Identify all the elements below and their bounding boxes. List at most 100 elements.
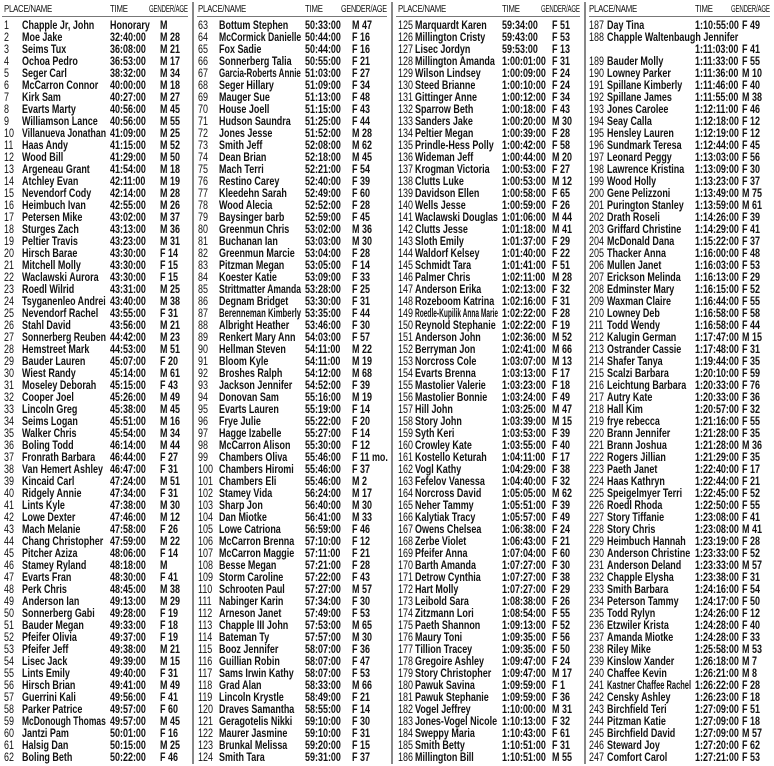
result-row: 9 Williamson Lance 40:56:00 M 55: [0, 116, 192, 128]
finish-time: 57:27:00: [305, 584, 341, 596]
gender-age: F 45: [352, 212, 370, 224]
result-row: 144 Waldorf Kelsey 1:01:40:00 F 22: [394, 248, 584, 260]
place: 181: [398, 692, 413, 704]
finish-time: 58:07:00: [305, 656, 341, 668]
gender-age: F 21: [352, 692, 370, 704]
finish-time: 53:30:00: [305, 296, 341, 308]
gender-age: F 55: [552, 608, 570, 620]
place: 85: [198, 284, 208, 296]
place: 8: [4, 104, 9, 116]
place: 2: [4, 32, 9, 44]
result-row: 117 Sams Irwin Kathy 58:07:00 F 53: [195, 668, 391, 680]
finish-time: 1:02:16:00: [502, 296, 546, 308]
runner-name: Kalytiak Tracy: [415, 512, 476, 524]
place: 138: [398, 176, 413, 188]
finish-time: 52:08:00: [305, 140, 341, 152]
result-row: 231 Anderson Deland 1:23:33:00 M 57: [587, 560, 774, 572]
place: 84: [198, 272, 208, 284]
gender-age: F 60: [352, 188, 370, 200]
finish-time: 1:23:08:00: [695, 524, 739, 536]
place: 55: [4, 668, 14, 680]
gender-age: F 11 mo.: [352, 452, 388, 464]
runner-name: Mach Terri: [219, 164, 264, 176]
result-row: 159 Syth Keri 1:03:53:00 F 39: [394, 428, 584, 440]
gender-age: M 36: [742, 440, 762, 452]
place: 125: [398, 20, 413, 32]
result-row: 223 Paeth Janet 1:22:40:00 F 17: [587, 464, 774, 476]
gender-age: M 30: [352, 500, 372, 512]
result-row: 132 Sparrow Beth 1:00:18:00 F 43: [394, 104, 584, 116]
runner-name: Hirsch Barae: [22, 248, 78, 260]
place: 178: [398, 656, 413, 668]
finish-time: 59:31:00: [305, 752, 341, 764]
result-row: 167 Owens Chelsea 1:06:38:00 F 24: [394, 524, 584, 536]
place: 89: [198, 332, 208, 344]
place: 64: [198, 32, 208, 44]
gender-age: F 24: [552, 656, 570, 668]
finish-time: 1:07:27:00: [502, 584, 546, 596]
finish-time: 1:12:18:00: [695, 116, 739, 128]
result-row: 30 Wiest Randy 45:14:00 M 61: [0, 368, 192, 380]
runner-name: Wood Holly: [607, 176, 657, 188]
place: 101: [198, 476, 213, 488]
runner-name: Mastolier Bonnie: [415, 392, 488, 404]
gender-age: M 30: [552, 116, 572, 128]
gender-age: M 18: [160, 80, 180, 92]
finish-time: 1:02:22:00: [502, 308, 546, 320]
result-row: 78 Wood Alecia 52:52:00 F 28: [195, 200, 391, 212]
place: 208: [589, 284, 604, 296]
gender-age: F 14: [160, 248, 178, 260]
gender-age: F 31: [742, 344, 760, 356]
result-row: 239 Kinslow Xander 1:26:18:00 M 7: [587, 656, 774, 668]
place: 201: [589, 200, 604, 212]
gender-age: F 54: [742, 584, 760, 596]
result-row: 206 Mullen Janet 1:16:03:00 F 53: [587, 260, 774, 272]
gender-age: M 61: [742, 200, 762, 212]
place: 234: [589, 596, 604, 608]
finish-time: 53:04:00: [305, 248, 341, 260]
runner-name: Degnam Bridget: [219, 296, 289, 308]
finish-time: 45:54:00: [110, 428, 146, 440]
result-row: 49 Anderson Ian 49:13:00 M 29: [0, 596, 192, 608]
header-gender-age: GENDER/AGE: [541, 4, 580, 15]
finish-time: 59:10:00: [305, 728, 341, 740]
result-row: 107 McCarron Maggie 57:11:00 F 21: [195, 548, 391, 560]
result-row: 7 Kirk Sam 40:27:00 M 27: [0, 92, 192, 104]
place: 150: [398, 320, 413, 332]
runner-name: Censky Ashley: [607, 692, 671, 704]
gender-age: M 15: [552, 416, 572, 428]
result-row: 103 Sharp Jon 56:40:00 M 30: [195, 500, 391, 512]
result-row: 101 Chambers Eli 55:46:00 M 2: [195, 476, 391, 488]
result-row: 45 Pitcher Aziza 48:06:00 F 14: [0, 548, 192, 560]
place: 51: [4, 620, 14, 632]
runner-name: Kincaid Carl: [22, 476, 75, 488]
place: 68: [198, 80, 208, 92]
runner-name: Owens Chelsea: [415, 524, 482, 536]
result-row: 50 Sonnerberg Gabi 49:28:00 F 19: [0, 608, 192, 620]
gender-age: F 20: [352, 416, 370, 428]
gender-age: M 31: [552, 704, 572, 716]
finish-time: 1:17:48:00: [695, 344, 739, 356]
runner-name: Tsyganenleo Andrei: [22, 296, 106, 308]
result-row: 219 frye rebecca 1:21:16:00 F 55: [587, 416, 774, 428]
finish-time: 43:56:00: [110, 320, 146, 332]
gender-age: F 28: [352, 560, 370, 572]
runner-name: Hill John: [415, 404, 453, 416]
finish-time: 1:22:44:00: [695, 476, 739, 488]
finish-time: 56:40:00: [305, 500, 341, 512]
result-row: 82 Greenmun Marcie 53:04:00 F 28: [195, 248, 391, 260]
place: 60: [4, 728, 14, 740]
gender-age: F 32: [552, 716, 570, 728]
finish-time: 51:15:00: [305, 104, 341, 116]
runner-name: Fox Sadie: [219, 44, 262, 56]
finish-time: 1:09:13:00: [502, 620, 546, 632]
finish-time: 1:07:27:00: [502, 572, 546, 584]
place: 218: [589, 404, 604, 416]
gender-age: M 33: [352, 512, 372, 524]
place: 108: [198, 560, 213, 572]
finish-time: 57:21:00: [305, 560, 341, 572]
gender-age: F 31: [160, 488, 178, 500]
gender-age: M 51: [160, 476, 180, 488]
gender-age: M 55: [552, 752, 572, 764]
result-row: 91 Bloom Kyle 54:11:00 M 19: [195, 356, 391, 368]
